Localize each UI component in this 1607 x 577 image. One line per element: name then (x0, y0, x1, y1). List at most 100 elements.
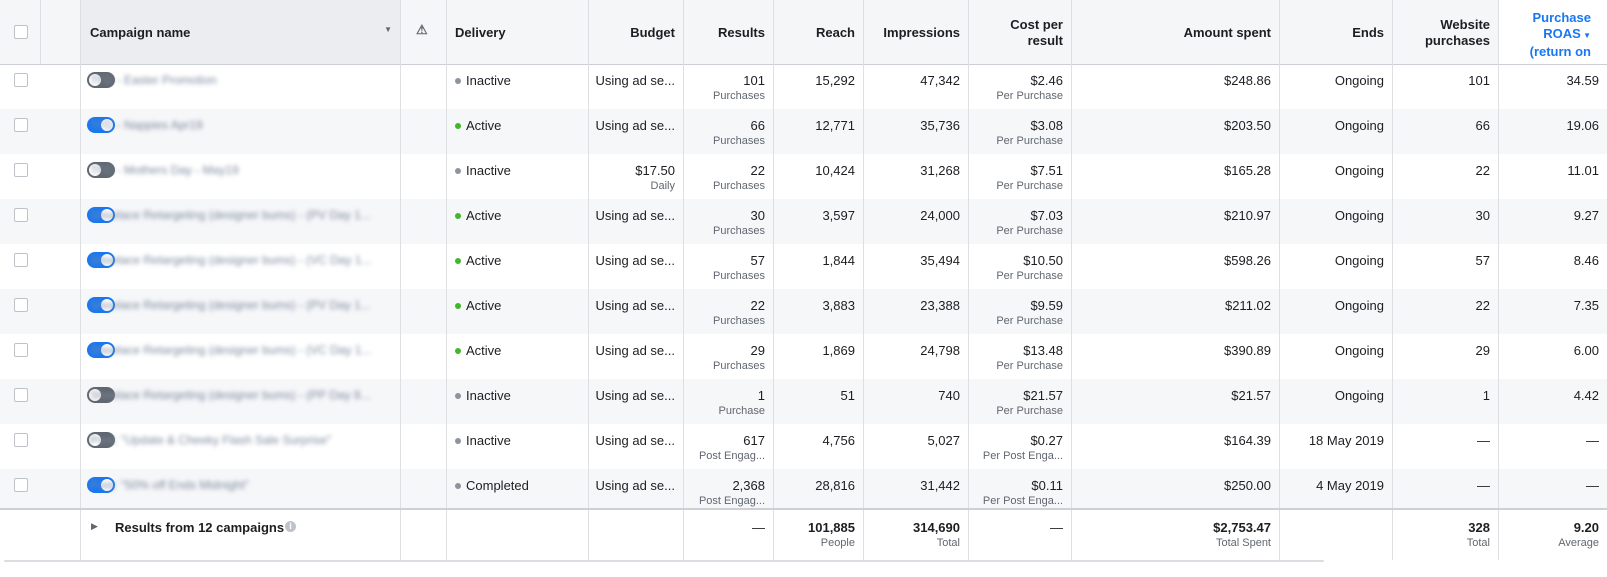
website-purchases-cell: 29 (1393, 334, 1499, 379)
table-row[interactable]: Shoelace Retargeting (designer bums) - (… (0, 289, 1607, 334)
campaign-toggle[interactable] (87, 477, 115, 493)
status-dot-icon (455, 437, 461, 444)
delivery-cell: Inactive (447, 64, 589, 109)
table-row[interactable]: TFD - Mothers Day - May19 Inactive $17.50 D… (0, 154, 1607, 199)
campaign-name-cell: Shoelace Retargeting (designer bums) - (… (81, 334, 401, 379)
sort-caret-icon[interactable]: ▼ (384, 25, 392, 34)
campaign-name[interactable]: TFD - Nappies Apr19 (90, 118, 203, 132)
row-checkbox[interactable] (14, 478, 28, 492)
campaign-toggle[interactable] (87, 72, 115, 88)
horizontal-scrollbar[interactable] (4, 560, 1324, 562)
warning-cell (401, 379, 447, 424)
campaign-toggle[interactable] (87, 342, 115, 358)
impressions-cell: 23,388 (864, 289, 969, 334)
impressions-cell: 35,494 (864, 244, 969, 289)
row-checkbox[interactable] (14, 343, 28, 357)
campaign-name[interactable]: Shoelace Retargeting (designer bums) - (… (90, 253, 372, 267)
campaign-name[interactable]: TFD - Mothers Day - May19 (90, 163, 239, 177)
delivery-header[interactable]: Delivery (447, 0, 589, 64)
status-dot-icon (455, 392, 461, 399)
results-header[interactable]: Results (684, 0, 774, 64)
select-all-checkbox[interactable] (14, 25, 28, 39)
campaign-name[interactable]: Post: "50% off Ends Midnight" (90, 478, 250, 492)
reach-cell: 1,869 (774, 334, 864, 379)
select-all-cell (0, 0, 41, 64)
purchase-roas-cell: 34.59 (1566, 73, 1599, 88)
warning-header[interactable]: ⚠ (401, 0, 447, 64)
budget-header[interactable]: Budget (589, 0, 684, 64)
footer-reach: 101,885 People (774, 510, 864, 560)
warning-cell (401, 289, 447, 334)
table-row[interactable]: Post: "50% off Ends Midnight" Completed Us… (0, 469, 1607, 514)
purchase-roas-cell: 6.00 (1573, 343, 1599, 358)
campaign-toggle[interactable] (87, 117, 115, 133)
row-checkbox[interactable] (14, 118, 28, 132)
campaign-name[interactable]: Shoelace Retargeting (designer bums) - (… (90, 298, 371, 312)
reach-cell: 51 (774, 379, 864, 424)
row-checkbox[interactable] (14, 298, 28, 312)
purchase-roas-cell: 4.42 (1573, 388, 1599, 403)
campaign-toggle[interactable] (87, 297, 115, 313)
delivery-cell: Inactive (447, 424, 589, 469)
impressions-cell: 35,736 (864, 109, 969, 154)
campaign-name-header[interactable]: Campaign name ▼ (81, 0, 401, 64)
campaign-name[interactable]: Shoelace Retargeting (designer bums) - (… (90, 343, 372, 357)
results-cell: 66 Purchases (684, 109, 774, 154)
status-dot-icon (455, 212, 461, 219)
toggle-knob (89, 164, 101, 176)
campaign-name-cell: Shoelace Retargeting (designer bums) - (… (81, 244, 401, 289)
campaign-toggle[interactable] (87, 162, 115, 178)
table-row[interactable]: Shoelace Retargeting (designer bums) - (… (0, 334, 1607, 379)
campaign-name-cell: Post: "Update & Cheeky Flash Sale Surpri… (81, 424, 401, 469)
campaign-name[interactable]: Shoelace Retargeting (designer bums) - (… (90, 208, 371, 222)
budget-cell: Using ad se... (589, 379, 684, 424)
delivery-status: Inactive (466, 388, 511, 403)
info-icon[interactable]: i (285, 521, 296, 532)
status-dot-icon (455, 122, 461, 129)
impressions-cell: 24,798 (864, 334, 969, 379)
budget-cell: Using ad se... (589, 64, 684, 109)
amount-spent-header[interactable]: Amount spent (1072, 0, 1280, 64)
row-select-cell (0, 154, 41, 199)
table-row[interactable]: Shoelace Retargeting (designer bums) - (… (0, 244, 1607, 289)
amount-spent-cell: $248.86 (1072, 64, 1280, 109)
row-toggle-cell (41, 379, 115, 424)
results-cell: 101 Purchases (684, 64, 774, 109)
footer-summary-cell[interactable]: ▶ Results from 12 campaigns i (81, 510, 401, 560)
campaign-toggle[interactable] (87, 252, 115, 268)
ends-cell: 4 May 2019 (1280, 469, 1393, 514)
purchase-roas-cell: 19.06 (1566, 118, 1599, 133)
cost-per-result-header[interactable]: Cost per result (969, 0, 1072, 64)
row-checkbox[interactable] (14, 163, 28, 177)
reach-header[interactable]: Reach (774, 0, 864, 64)
table-row[interactable]: TFD - Easter Promotion Inactive Using ad s… (0, 64, 1607, 109)
impressions-header[interactable]: Impressions (864, 0, 969, 64)
expand-caret-icon[interactable]: ▶ (91, 521, 98, 531)
row-toggle-cell (41, 334, 115, 379)
row-checkbox[interactable] (14, 73, 28, 87)
campaign-toggle[interactable] (87, 432, 115, 448)
toggle-knob (101, 119, 113, 131)
row-checkbox[interactable] (14, 253, 28, 267)
campaign-toggle[interactable] (87, 387, 115, 403)
campaign-name[interactable]: Shoelace Retargeting (designer bums) - (… (90, 388, 371, 402)
campaign-name[interactable]: Post: "Update & Cheeky Flash Sale Surpri… (90, 433, 332, 447)
reach-cell: 12,771 (774, 109, 864, 154)
row-checkbox[interactable] (14, 433, 28, 447)
purchase-roas-header[interactable]: Purchase ROAS ▼ (return on (1499, 0, 1607, 64)
table-row[interactable]: Shoelace Retargeting (designer bums) - (… (0, 379, 1607, 424)
table-row[interactable]: Post: "Update & Cheeky Flash Sale Surpri… (0, 424, 1607, 469)
table-row[interactable]: TFD - Nappies Apr19 Active Using ad se... 6… (0, 109, 1607, 154)
row-select-cell (0, 289, 41, 334)
row-checkbox[interactable] (14, 208, 28, 222)
amount-spent-cell: $210.97 (1072, 199, 1280, 244)
ends-header[interactable]: Ends (1280, 0, 1393, 64)
toggle-knob (101, 479, 113, 491)
impressions-cell: 31,442 (864, 469, 969, 514)
row-select-cell (0, 334, 41, 379)
row-checkbox[interactable] (14, 388, 28, 402)
table-row[interactable]: Shoelace Retargeting (designer bums) - (… (0, 199, 1607, 244)
campaign-name[interactable]: TFD - Easter Promotion (90, 73, 217, 87)
website-purchases-header[interactable]: Website purchases (1393, 0, 1499, 64)
campaign-toggle[interactable] (87, 207, 115, 223)
